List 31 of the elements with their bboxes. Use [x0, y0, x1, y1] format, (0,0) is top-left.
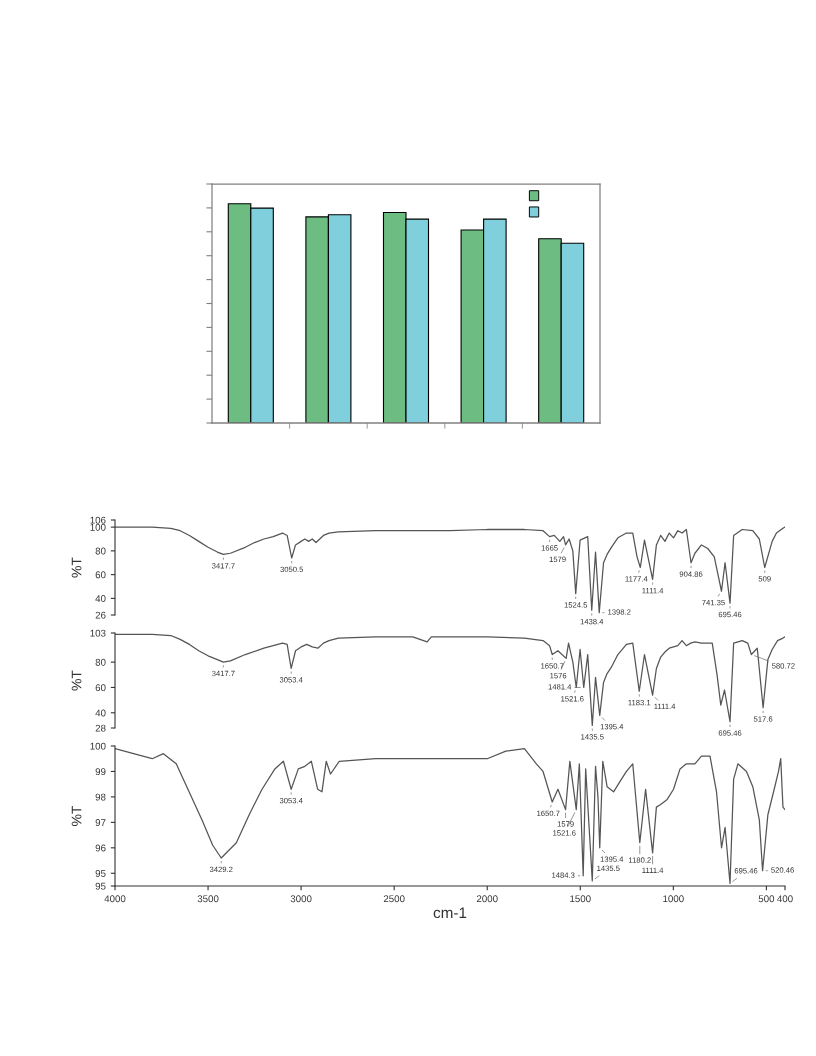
- y-axis-title: %T: [71, 557, 82, 578]
- y-tick-label: 95: [95, 870, 106, 877]
- x-tick-label: 500: [758, 895, 775, 903]
- x-tick-label: 400: [777, 895, 793, 903]
- x-tick-label: 1500: [570, 895, 591, 903]
- x-tick-label: 1000: [663, 895, 684, 903]
- x-tick-label: 3000: [290, 895, 312, 903]
- y-tick-label: 26: [95, 611, 106, 619]
- y-tick-label: 100: [90, 523, 106, 531]
- y-tick-label: 99: [95, 768, 106, 776]
- y-tick-label: 103: [90, 629, 106, 637]
- y-tick-label: 28: [95, 724, 106, 732]
- y-tick-label: 97: [95, 819, 106, 826]
- y-tick-label: 40: [95, 709, 106, 717]
- x-tick-label: 3500: [197, 895, 219, 903]
- x-tick-label: 2000: [476, 895, 498, 903]
- y-tick-label: 106: [90, 516, 106, 524]
- y-tick-label: 100: [90, 742, 106, 750]
- y-tick-label: 40: [95, 595, 106, 602]
- x-tick-label: 2500: [383, 895, 405, 903]
- y-tick-label: 60: [95, 684, 106, 692]
- y-tick-label: 96: [95, 844, 106, 852]
- y-tick-label: 80: [95, 547, 106, 555]
- y-tick-label: 98: [95, 793, 106, 801]
- y-tick-label: 60: [95, 571, 106, 579]
- y-tick-label: 95: [95, 882, 106, 890]
- y-tick-label: 80: [95, 658, 106, 666]
- x-axis-title: cm-1: [433, 907, 467, 919]
- y-axis-title: %T: [71, 670, 82, 691]
- y-axis-title: %T: [71, 805, 82, 826]
- x-tick-label: 4000: [104, 895, 126, 903]
